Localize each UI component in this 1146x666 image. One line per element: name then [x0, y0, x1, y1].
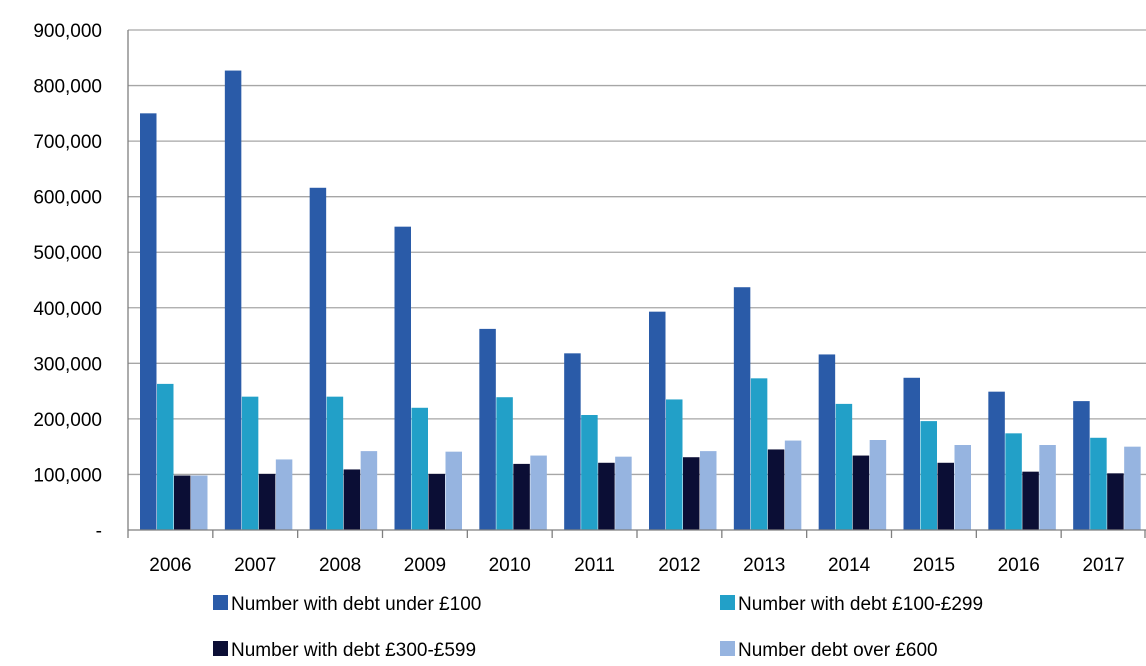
y-tick-label: 100,000 [33, 465, 102, 486]
bar-2012-series-4 [700, 451, 717, 530]
x-tick-label: 2017 [1082, 555, 1124, 576]
y-tick-label: 300,000 [33, 354, 102, 375]
x-tick-label: 2008 [319, 555, 361, 576]
bar-2016-series-2 [1005, 433, 1022, 530]
legend-swatch [213, 595, 228, 610]
bar-2013-series-3 [767, 449, 785, 530]
bar-2013-series-4 [784, 440, 802, 530]
bar-2014-series-4 [869, 440, 887, 530]
bar-2011-series-4 [615, 456, 632, 530]
bar-2008-series-4 [360, 451, 378, 530]
bar-2007-series-3 [258, 473, 276, 530]
bar-2006-series-4 [191, 475, 208, 530]
y-tick-label: 500,000 [33, 243, 102, 264]
x-tick-label: 2006 [149, 555, 191, 576]
bar-2009-series-1 [394, 226, 411, 530]
bar-2006-series-1 [140, 113, 157, 530]
bar-2010-series-4 [530, 455, 547, 530]
legend-label: Number with debt £100-£299 [738, 594, 983, 615]
x-tick-label: 2011 [574, 555, 615, 576]
bar-2014-series-1 [818, 354, 836, 530]
bar-2015-series-2 [920, 421, 937, 530]
bar-2007-series-4 [275, 459, 293, 530]
bar-2015-series-3 [937, 462, 954, 530]
gridlines [128, 29, 1146, 476]
bar-2016-series-1 [988, 391, 1005, 530]
bar-2016-series-3 [1022, 471, 1039, 530]
x-tick-label: 2014 [828, 555, 871, 576]
x-tick-label: 2013 [743, 555, 785, 576]
legend-label: Number with debt under £100 [231, 594, 481, 615]
y-tick-label: 600,000 [33, 188, 102, 209]
y-tick-label: 800,000 [33, 77, 102, 98]
axes [127, 30, 1146, 538]
bar-2014-series-2 [835, 403, 853, 530]
bar-2017-series-3 [1107, 473, 1124, 530]
x-axis-tick-labels: 2006 2007 2008 2009 2010 2011 2012 2013 2014 2015… [149, 555, 1124, 576]
bar-2009-series-4 [445, 451, 462, 530]
bar-2011-series-3 [598, 462, 615, 530]
bar-2006-series-2 [157, 383, 174, 530]
legend-label: Number with debt £300-£599 [231, 640, 476, 661]
bar-2010-series-3 [513, 463, 530, 530]
bar-2012-series-2 [666, 399, 683, 530]
bar-2015-series-4 [954, 445, 971, 530]
bar-2010-series-2 [496, 397, 513, 530]
bar-2011-series-1 [564, 353, 581, 530]
bar-2013-series-1 [733, 287, 751, 530]
bar-2015-series-1 [903, 377, 920, 530]
legend-swatch [213, 641, 228, 656]
x-tick-label: 2012 [658, 555, 700, 576]
bar-2012-series-1 [649, 311, 666, 530]
bar-2009-series-2 [411, 407, 428, 530]
y-tick-label: 400,000 [33, 299, 102, 320]
y-axis-tick-labels: - 100,000 200,000 300,000 400,000 500,000 600,… [33, 21, 102, 542]
y-tick-label: - [96, 521, 102, 542]
bar-2010-series-1 [479, 328, 496, 530]
bar-2007-series-2 [241, 396, 259, 530]
bar-2012-series-3 [683, 457, 700, 530]
bar-2008-series-2 [326, 396, 344, 530]
x-tick-label: 2015 [913, 555, 955, 576]
bar-2017-series-1 [1073, 401, 1090, 530]
bar-2017-series-2 [1090, 437, 1107, 530]
x-tick-label: 2009 [404, 555, 446, 576]
bar-2008-series-3 [343, 469, 361, 530]
bar-2011-series-2 [581, 415, 598, 530]
bar-2007-series-1 [224, 70, 242, 531]
bar-2017-series-4 [1124, 446, 1141, 530]
y-tick-label: 900,000 [33, 21, 102, 42]
bar-2008-series-1 [309, 187, 327, 530]
bar-2006-series-3 [174, 475, 191, 530]
x-tick-label: 2010 [489, 555, 531, 576]
y-tick-label: 700,000 [33, 132, 102, 153]
bar-2014-series-3 [852, 455, 870, 530]
bar-2009-series-3 [428, 473, 445, 530]
bar-2013-series-2 [750, 378, 768, 530]
legend: Number with debt under £100 Number with d… [213, 594, 983, 661]
bars [140, 70, 1141, 531]
bar-2016-series-4 [1039, 445, 1056, 530]
x-tick-label: 2007 [234, 555, 276, 576]
x-tick-label: 2016 [998, 555, 1040, 576]
legend-swatch [720, 595, 735, 610]
y-tick-label: 200,000 [33, 410, 102, 431]
legend-label: Number debt over £600 [738, 640, 938, 661]
legend-swatch [720, 641, 735, 656]
